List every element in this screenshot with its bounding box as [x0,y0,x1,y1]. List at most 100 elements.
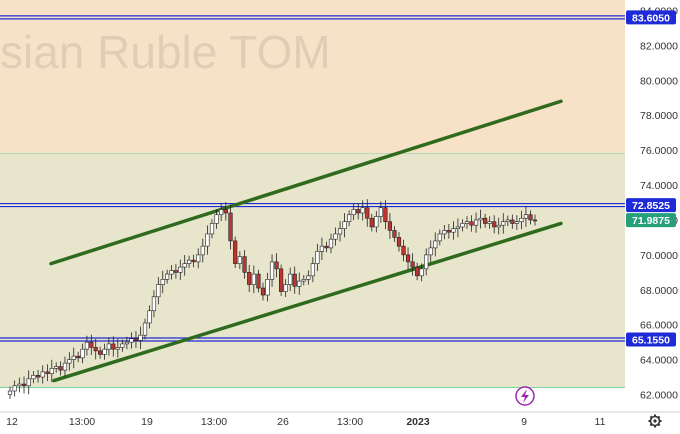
candle [424,254,429,270]
candle [283,284,288,292]
candle [269,261,275,280]
candle [89,341,94,348]
candle [487,221,492,224]
candle [260,287,266,296]
candle [532,219,538,222]
candle [265,279,270,296]
candle [45,371,50,374]
x-tick-label: 12 [6,416,18,428]
candle [182,263,187,268]
candle [319,245,325,252]
channel-upper-line [49,99,563,266]
candle [209,223,215,235]
candle [464,221,470,224]
candle [106,343,111,350]
candle [455,226,461,229]
candle [156,284,161,298]
price-tag-label: 83.6050 [632,12,670,24]
candle [315,251,320,264]
x-tick-label: 13:00 [201,416,227,428]
x-tick-label: 13:00 [69,416,95,428]
horizontal-levels[interactable] [0,15,625,342]
candle [242,256,247,273]
candle [151,296,157,312]
y-tick-label: 74.0000 [640,180,678,192]
candle [169,270,174,275]
x-tick-label: 11 [595,416,606,428]
candle [62,362,68,371]
candle [173,270,179,273]
candle [437,233,442,242]
candle [369,217,374,228]
candle [306,275,311,280]
gear-tooth [657,415,661,419]
candle [360,207,365,214]
candle [446,230,451,233]
candle [49,368,54,374]
candle [237,256,242,264]
candle [129,338,134,343]
candle [12,385,17,392]
candle [54,366,59,369]
candle [378,207,383,217]
candle [138,334,143,341]
y-tick-label: 82.0000 [640,40,678,52]
candle [31,375,36,380]
candle [392,230,397,238]
candle [93,347,98,352]
candle [469,221,474,226]
candle [528,214,533,221]
trend-channel[interactable] [49,99,563,383]
candle [274,261,279,270]
candle [124,341,129,345]
candle [410,261,415,268]
settings-gear-icon[interactable] [648,414,662,428]
candle [365,207,370,219]
candle [7,390,13,395]
candle [478,217,483,221]
candle [451,228,456,233]
candle [415,266,420,277]
price-axis[interactable]: 84.000082.000080.000078.000076.000074.00… [626,0,680,412]
candle [223,209,228,214]
candle [442,230,447,235]
candle [405,254,411,263]
candle [84,341,90,350]
y-tick-label: 78.0000 [640,110,678,122]
candle [26,378,31,387]
candle [496,224,501,228]
price-tag-last [626,213,676,228]
x-tick-label: 13:00 [337,416,363,428]
y-tick-label: 66.0000 [640,320,678,332]
candle [160,279,165,285]
candlestick-series [7,199,538,399]
candle [214,214,219,224]
y-tick-label: 80.0000 [640,75,678,87]
candle [102,348,107,355]
x-tick-label: 9 [521,416,527,428]
candle [256,273,261,289]
candle [35,375,41,378]
candle [98,350,103,355]
price-tag-level [626,10,676,25]
candle [333,233,338,240]
candle [288,273,293,285]
candle [165,273,170,280]
candle [419,268,424,277]
gear-tooth [657,423,661,427]
channel-lower-line [52,221,563,383]
price-tag-label: 72.8525 [632,200,670,212]
candle [514,221,519,224]
candle [40,371,45,378]
flash-icon[interactable] [515,386,535,406]
time-axis[interactable]: 12 13:00 19 13:00 26 13:00 2023 9 11 [0,411,680,434]
candle [200,245,205,256]
candle [178,266,183,273]
candle [523,214,529,219]
candle [342,221,347,229]
candle [196,254,201,263]
candle [356,209,361,214]
candle [351,209,356,216]
symbol-watermark: sian Ruble TOM [0,26,331,78]
